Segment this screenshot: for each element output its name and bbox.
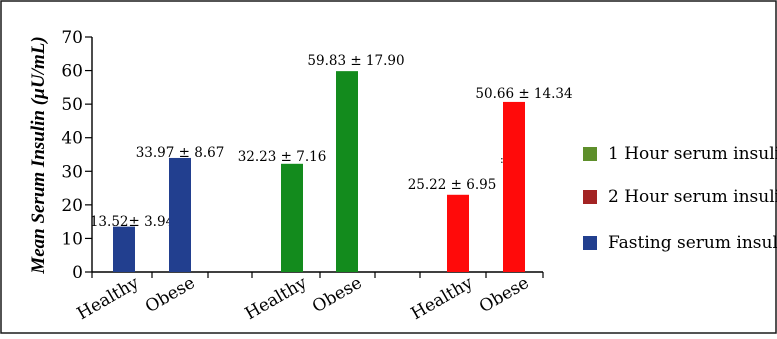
bar-obese: [169, 157, 191, 272]
legend-label: Fasting serum insulin: [608, 233, 777, 253]
y-tick-label: 20: [61, 196, 83, 216]
y-tick-label: 0: [72, 263, 83, 283]
y-tick-label: 40: [61, 129, 83, 149]
legend-swatch: [583, 190, 597, 204]
bar-healthy: [447, 194, 469, 272]
y-tick-label: 30: [61, 162, 83, 182]
y-tick-label: 10: [61, 229, 83, 249]
legend-label: 2 Hour serum insulin: [608, 187, 777, 207]
y-tick-label: 60: [61, 62, 83, 82]
legend-label: 1 Hour serum insulin: [608, 144, 777, 164]
bar-healthy: [281, 163, 303, 272]
data-label: 25.22 ± 6.95: [408, 177, 497, 193]
legend: 1 Hour serum insulin 2 Hour serum insulin…: [583, 144, 777, 253]
annotation-mark: :: [500, 153, 504, 166]
y-axis-label: Mean Serum Insulin (µU/mL): [28, 36, 49, 274]
data-label: 59.83 ± 17.90: [307, 53, 404, 69]
y-tick-label: 50: [61, 95, 83, 115]
legend-swatch: [583, 147, 597, 161]
data-label: 33.97 ± 8.67: [136, 145, 225, 161]
y-tick-label: 70: [61, 28, 83, 48]
data-label: 13.52± 3.94: [90, 214, 174, 230]
bars: 13.52± 3.94 33.97 ± 8.67 32.23 ± 7.16 59.83…: [90, 53, 573, 272]
data-label: 32.23 ± 7.16: [238, 149, 327, 165]
bar-healthy: [113, 226, 135, 272]
data-label: 50.66 ± 14.34: [475, 86, 572, 102]
bar-obese: [336, 71, 358, 272]
legend-swatch: [583, 236, 597, 250]
bar-obese: [503, 101, 525, 272]
